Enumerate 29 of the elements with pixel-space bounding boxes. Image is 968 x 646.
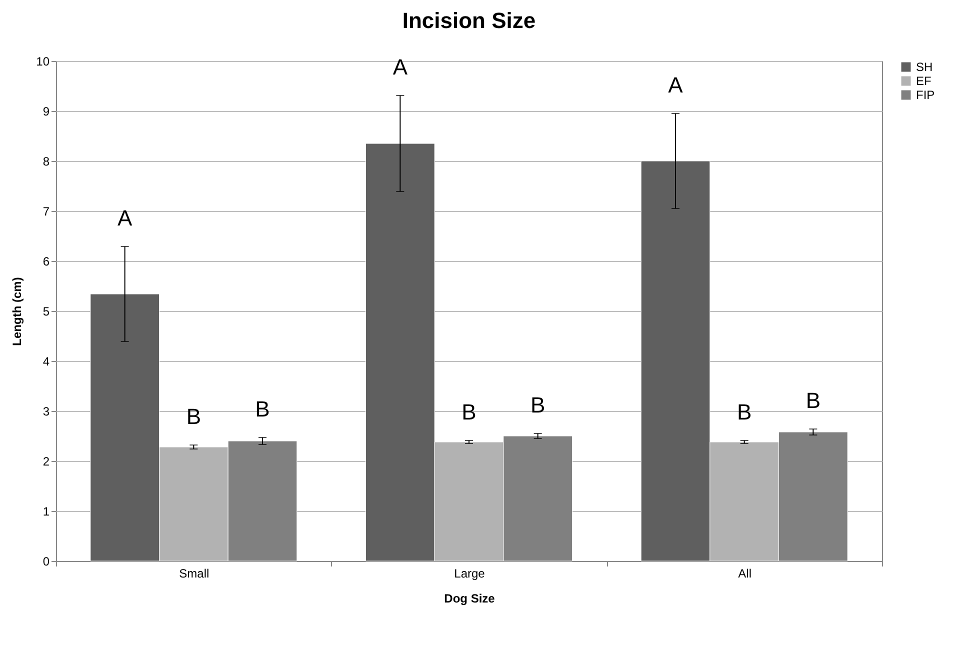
annotation: A [117, 206, 132, 230]
y-tick-label: 5 [42, 304, 50, 318]
annotation: B [806, 388, 821, 413]
chart-title: Incision Size [402, 8, 536, 33]
y-tick-label: 6 [42, 254, 50, 268]
legend-label: EF [916, 74, 932, 88]
legend-label: FIP [916, 88, 935, 102]
y-tick-label: 4 [42, 354, 50, 368]
y-tick-label: 0 [42, 554, 50, 568]
y-tick-label: 7 [42, 204, 50, 218]
annotation: B [462, 400, 476, 424]
annotation: B [255, 396, 270, 422]
annotation: A [668, 72, 684, 98]
x-tick-label: Small [179, 566, 210, 580]
annotation: B [530, 392, 546, 418]
annotation: B [736, 400, 752, 424]
x-axis-title: Dog Size [444, 592, 496, 606]
y-tick-label: 10 [36, 54, 50, 68]
y-tick-label: 8 [42, 154, 50, 168]
x-tick-label: Large [454, 566, 486, 580]
y-tick-label: 3 [42, 404, 50, 418]
y-tick-label: 1 [42, 504, 50, 518]
y-axis-title: Length (cm) [10, 277, 24, 346]
y-tick-label: 2 [42, 454, 50, 468]
legend-label: SH [916, 60, 933, 74]
annotation: B [186, 404, 202, 429]
annotation: A [392, 54, 408, 80]
x-tick-label: All [738, 566, 752, 580]
y-tick-label: 9 [42, 104, 50, 118]
